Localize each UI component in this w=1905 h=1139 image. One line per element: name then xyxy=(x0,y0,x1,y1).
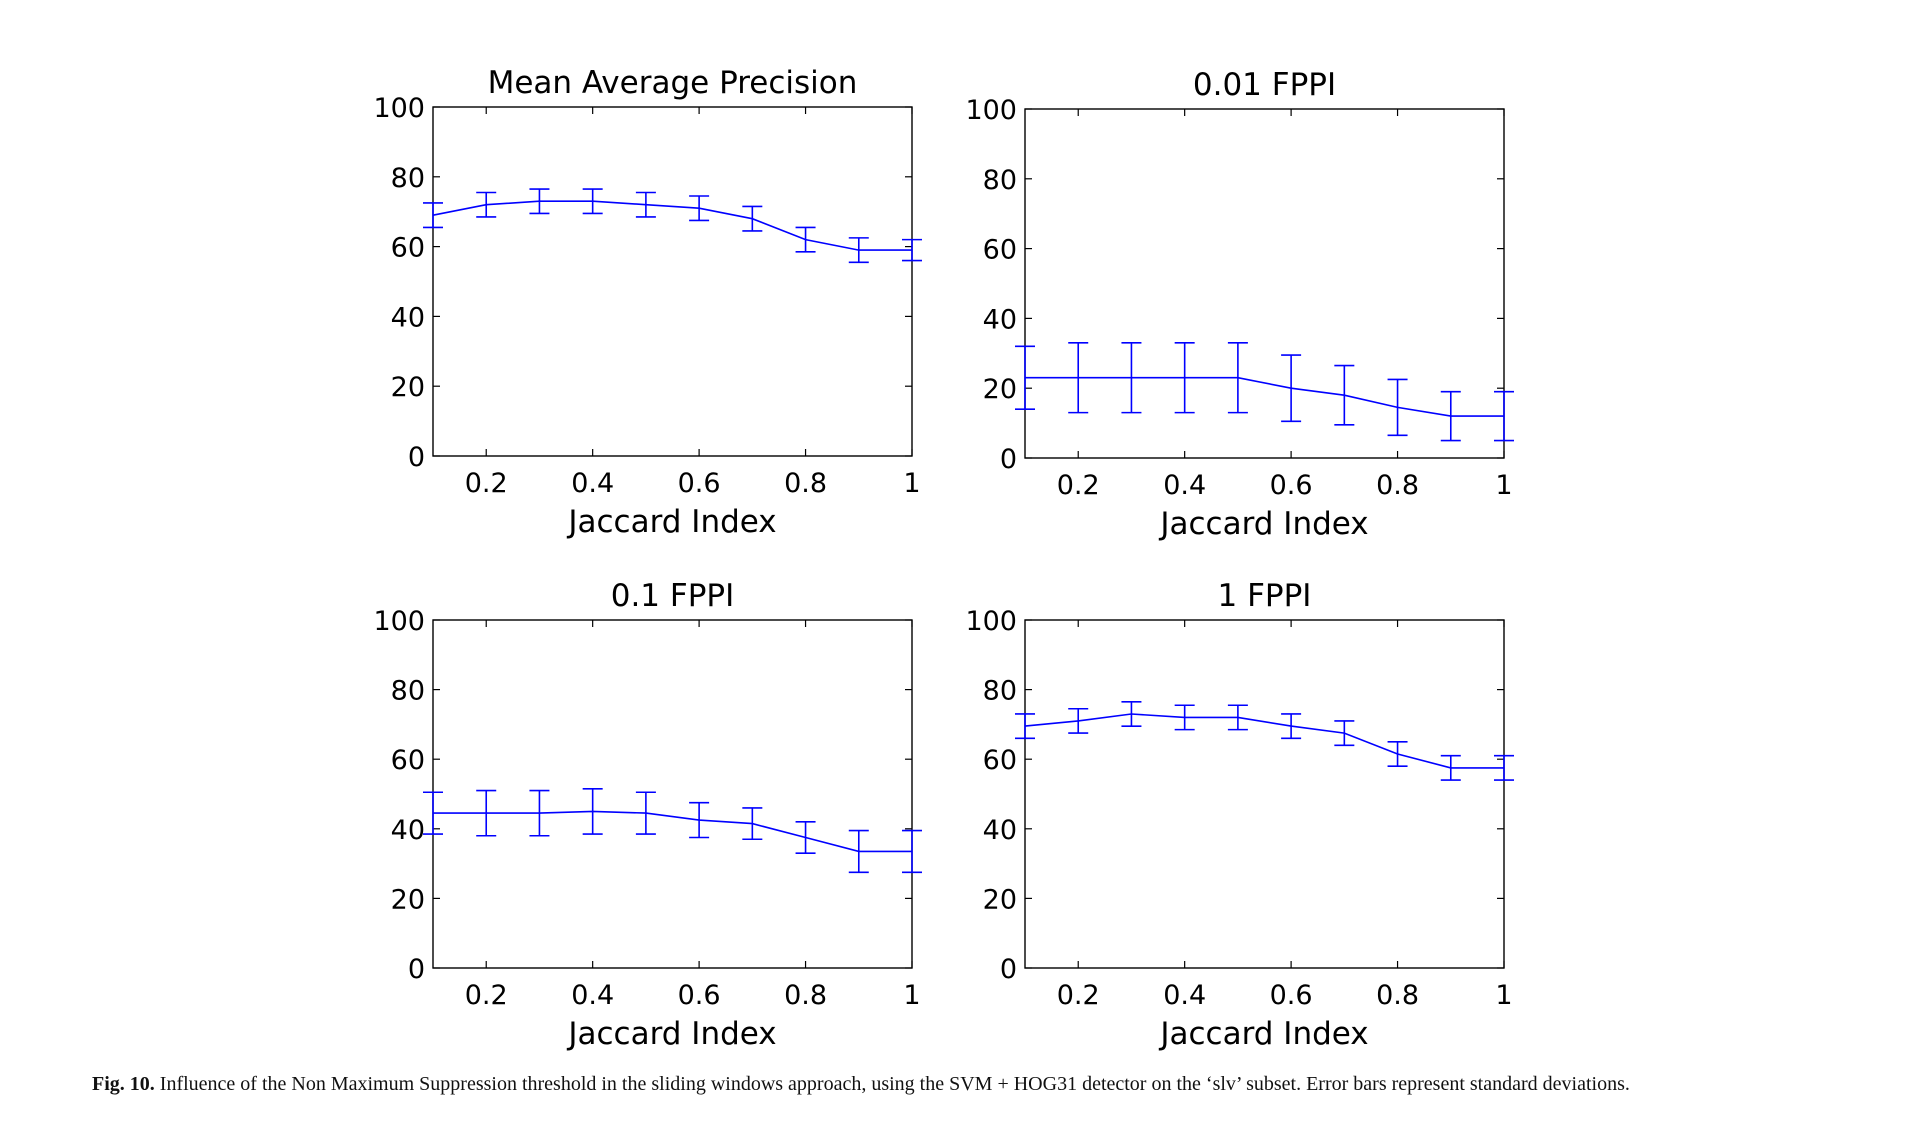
x-tick-label: 0.6 xyxy=(1270,980,1313,1011)
y-tick-label: 40 xyxy=(391,815,425,846)
x-axis-label: Jaccard Index xyxy=(566,504,776,540)
x-axis-label: Jaccard Index xyxy=(1158,1016,1368,1052)
plot-frame xyxy=(432,106,913,457)
y-tick-label: 0 xyxy=(408,954,425,985)
x-tick-label: 0.2 xyxy=(1057,470,1100,501)
y-tick-label: 40 xyxy=(983,815,1017,846)
series-line xyxy=(1025,376,1504,417)
chart-title: 0.1 FPPI xyxy=(611,578,735,614)
y-tick-label: 20 xyxy=(983,884,1017,915)
y-tick-label: 40 xyxy=(391,302,425,333)
plot-frame xyxy=(432,619,913,969)
y-tick-label: 80 xyxy=(983,165,1017,196)
y-tick-label: 40 xyxy=(983,304,1017,335)
y-tick-label: 80 xyxy=(391,676,425,707)
series-line xyxy=(1024,713,1504,769)
y-tick-label: 60 xyxy=(391,233,425,264)
y-tick-label: 100 xyxy=(965,606,1017,637)
chart-panel-2: 0.01 FPPI 0 20 40 60 80 100 0.2 0.4 0.6 0.8 1 Jaccar… xyxy=(965,67,1514,542)
plot-frame xyxy=(1024,619,1505,969)
figure-label: Fig. 10. xyxy=(92,1073,155,1095)
y-tick-label: 20 xyxy=(391,884,425,915)
x-tick-label: 0.2 xyxy=(465,980,508,1011)
x-tick-label: 1 xyxy=(1495,470,1512,501)
y-tick-label: 20 xyxy=(391,372,425,403)
figure-caption: Fig. 10. Influence of the Non Maximum Su… xyxy=(92,1071,1822,1097)
x-tick-label: 1 xyxy=(1495,980,1512,1011)
x-tick-label: 0.8 xyxy=(784,980,827,1011)
y-tick-label: 100 xyxy=(373,93,425,124)
x-tick-label: 0.2 xyxy=(1057,980,1100,1011)
chart-panel-3: 0.1 FPPI 0 20 40 60 80 100 0.2 0.4 0.6 0.8 1 Jaccard… xyxy=(373,578,922,1052)
x-tick-label: 0.4 xyxy=(571,468,614,499)
x-tick-label: 0.6 xyxy=(1270,470,1313,501)
x-tick-label: 1 xyxy=(903,468,920,499)
chart-title: Mean Average Precision xyxy=(488,65,858,101)
x-tick-label: 0.4 xyxy=(571,980,614,1011)
y-tick-label: 0 xyxy=(1000,954,1017,985)
y-tick-label: 0 xyxy=(1000,444,1017,475)
x-tick-label: 0.4 xyxy=(1163,470,1206,501)
x-axis-label: Jaccard Index xyxy=(1158,506,1368,542)
y-tick-label: 60 xyxy=(391,745,425,776)
x-tick-label: 0.4 xyxy=(1163,980,1206,1011)
figure-caption-text: Influence of the Non Maximum Suppression… xyxy=(159,1073,1630,1095)
chart-title: 0.01 FPPI xyxy=(1193,67,1336,103)
y-tick-label: 100 xyxy=(965,95,1017,126)
x-tick-label: 0.8 xyxy=(784,468,827,499)
y-tick-label: 60 xyxy=(983,745,1017,776)
x-tick-label: 0.6 xyxy=(678,468,721,499)
y-tick-label: 60 xyxy=(983,235,1017,266)
x-tick-label: 0.8 xyxy=(1376,470,1419,501)
chart-panel-1: Mean Average Precision 0 20 40 60 80 100 0.2 0.4… xyxy=(373,65,922,540)
series-line xyxy=(432,200,912,251)
chart-title: 1 FPPI xyxy=(1218,578,1312,614)
x-axis-label: Jaccard Index xyxy=(566,1016,776,1052)
y-tick-label: 80 xyxy=(983,676,1017,707)
x-tick-label: 0.8 xyxy=(1376,980,1419,1011)
x-tick-label: 0.6 xyxy=(678,980,721,1011)
x-tick-label: 0.2 xyxy=(465,468,508,499)
y-tick-label: 20 xyxy=(983,374,1017,405)
y-tick-label: 100 xyxy=(373,606,425,637)
x-tick-label: 1 xyxy=(903,980,920,1011)
plot-frame xyxy=(1024,108,1505,459)
y-tick-label: 80 xyxy=(391,163,425,194)
series-line xyxy=(433,810,912,853)
chart-panel-4: 1 FPPI 0 20 40 60 80 100 0.2 0.4 0.6 0.8 1 Jaccard I… xyxy=(965,578,1514,1052)
y-tick-label: 0 xyxy=(408,442,425,473)
